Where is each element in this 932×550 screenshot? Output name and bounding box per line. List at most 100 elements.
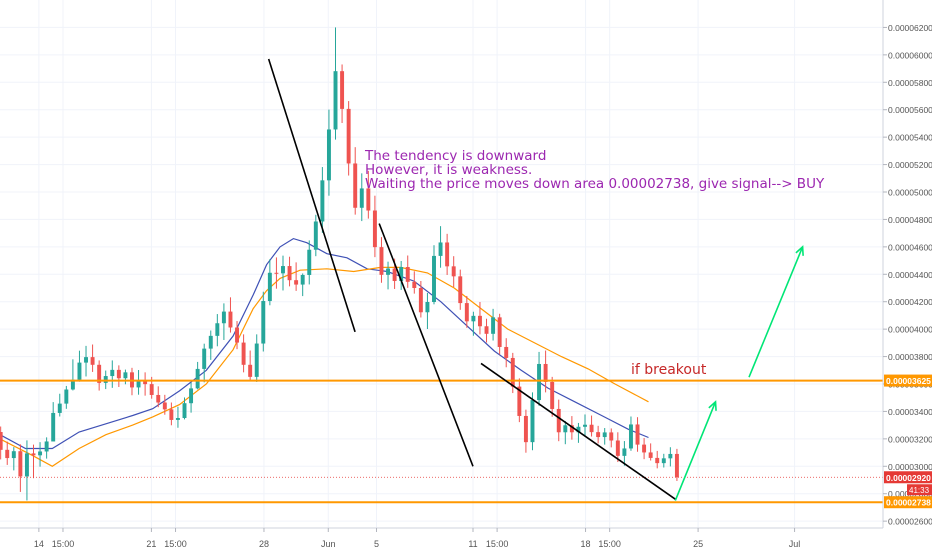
analysis-note[interactable]: The tendency is downward However, it is … (365, 149, 824, 191)
ema-line (0, 237, 649, 450)
time-axis[interactable]: 14 15:00 21 15:00 28 Jun 5 11 15:00 18 15:00 25 Jul (34, 528, 800, 549)
ema-line (0, 266, 649, 468)
candle-body (38, 451, 43, 456)
candle-body (399, 267, 404, 282)
candle-body (425, 301, 430, 313)
candle-body (477, 315, 482, 327)
candle-body (353, 163, 358, 208)
candle-body (235, 327, 239, 343)
candle-body (110, 369, 115, 377)
candle-body (405, 267, 410, 282)
candle-body (412, 281, 417, 288)
candle-body (674, 453, 679, 478)
candle-body (215, 323, 220, 336)
candle-body (70, 379, 75, 390)
candle-body (432, 255, 436, 302)
candle-body (248, 364, 253, 377)
trend-line[interactable] (480, 362, 676, 500)
current-price-badge (884, 471, 932, 484)
horizontal-levels[interactable] (0, 379, 883, 504)
candle-body (195, 368, 200, 389)
candle-body (366, 188, 371, 211)
candle-body (392, 268, 397, 282)
candle-body (550, 381, 555, 409)
candle-body (221, 311, 226, 324)
trend-line[interactable] (267, 58, 356, 333)
price-axis-panel[interactable] (883, 0, 932, 528)
time-axis-panel[interactable] (0, 528, 932, 550)
candle-body (294, 280, 299, 285)
candle-body (642, 444, 647, 453)
chart-grid (0, 0, 883, 528)
moving-averages (0, 237, 649, 468)
candle-body (149, 384, 154, 395)
level-price-label: 0.00002738 (886, 498, 931, 508)
projection-arrows[interactable] (674, 245, 804, 501)
candle-body (333, 71, 338, 130)
price-tick-label: 0.00005400 (888, 133, 932, 143)
breakout-label[interactable]: if breakout (631, 362, 707, 378)
candle-body (326, 129, 331, 181)
candle-body (622, 448, 627, 456)
candle-body (615, 440, 620, 456)
candle-body (307, 249, 312, 275)
candle-body (77, 362, 82, 380)
time-tick-label: 15:00 (164, 539, 187, 549)
price-tick-label: 0.00005000 (888, 188, 932, 198)
candle-body (609, 432, 614, 441)
candle-body (471, 315, 476, 322)
time-tick-label: 15:00 (52, 539, 75, 549)
candle-body (418, 288, 423, 313)
candle-body (523, 415, 528, 443)
time-tick-label: 25 (693, 539, 703, 549)
price-tick-label: 0.00004600 (888, 242, 932, 252)
projection-arrow-shaft[interactable] (674, 401, 717, 501)
candle-body (31, 453, 36, 456)
time-tick-label: 5 (374, 539, 379, 549)
candle-body (556, 408, 561, 433)
candle-body (123, 372, 128, 379)
candle-body (569, 425, 574, 433)
price-tick-label: 0.00006000 (888, 50, 932, 60)
candle-body (346, 108, 351, 164)
countdown-badge (907, 484, 932, 496)
candle-body (386, 268, 391, 275)
candle-body (24, 453, 29, 477)
candle-body (51, 412, 56, 442)
candle-body (655, 457, 660, 464)
candle-body (583, 424, 587, 427)
time-tick-label: 11 (468, 539, 477, 549)
candle-body (517, 386, 522, 416)
projection-arrow-shaft[interactable] (748, 246, 804, 378)
candle-body (0, 432, 3, 450)
price-tick-label: 0.00005800 (888, 78, 932, 88)
candle-body (11, 451, 16, 459)
time-tick-label: 15:00 (598, 539, 621, 549)
candle-body (563, 425, 568, 433)
candle-body (287, 266, 292, 281)
candle-body (596, 432, 601, 438)
candle-body (602, 432, 607, 438)
trend-line[interactable] (378, 223, 474, 467)
level-price-badge (884, 496, 932, 509)
candle-body (18, 451, 23, 477)
candle-body (313, 221, 318, 250)
candle-body (484, 326, 489, 334)
current-price-label: 0.00002920 (886, 473, 931, 483)
candlesticks (0, 27, 679, 501)
candle-body (182, 403, 187, 419)
candle-body (208, 335, 213, 349)
candle-body (464, 303, 469, 322)
candle-body (537, 363, 542, 401)
price-tick-label: 0.00002600 (888, 517, 932, 527)
candle-body (576, 426, 581, 433)
trend-lines[interactable] (267, 58, 676, 500)
candle-body (359, 188, 364, 208)
candle-body (136, 381, 141, 388)
candle-body (510, 357, 515, 387)
candle-body (340, 71, 345, 109)
candle-body (267, 272, 272, 302)
time-tick-label: 15:00 (486, 539, 509, 549)
level-price-label: 0.00003625 (886, 376, 931, 386)
